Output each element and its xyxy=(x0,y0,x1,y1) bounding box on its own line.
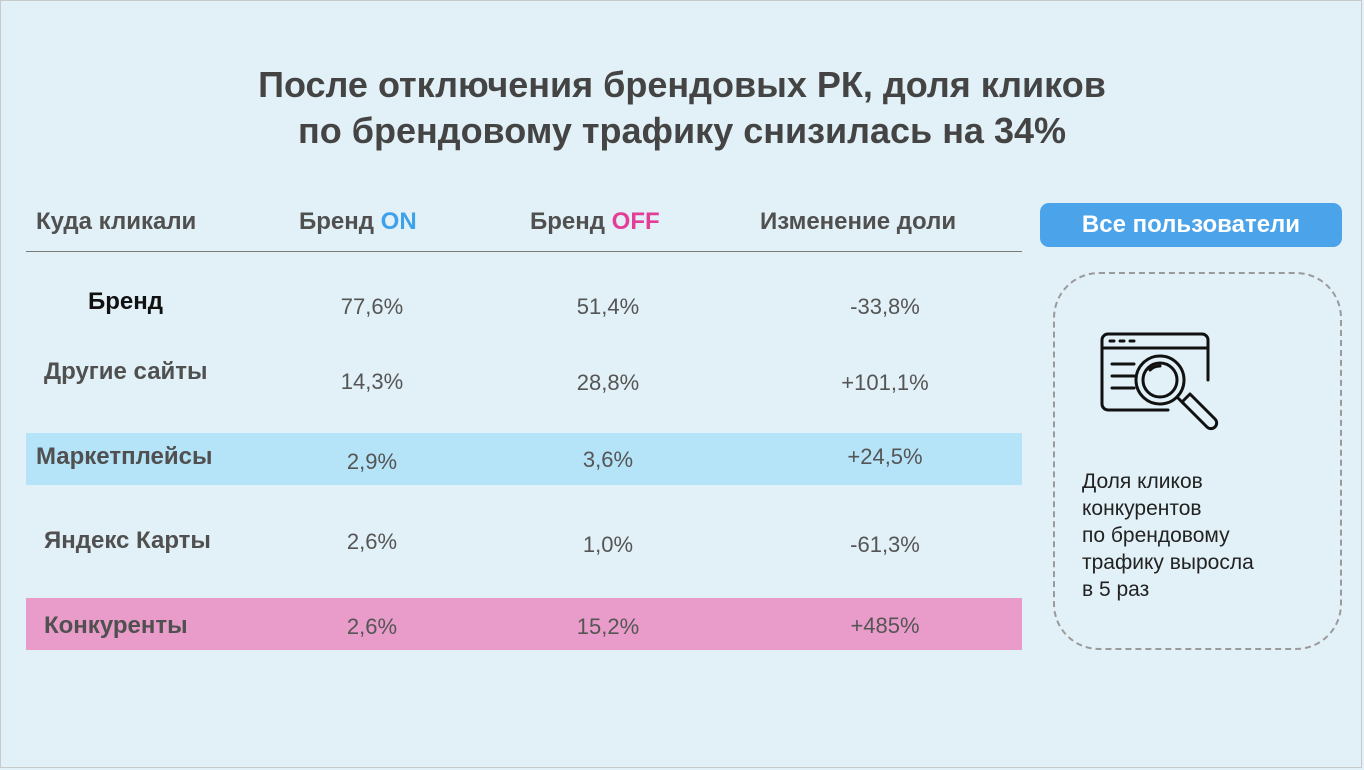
row-label-yandex-maps: Яндекс Карты xyxy=(44,527,211,554)
all-users-badge: Все пользователи xyxy=(1040,203,1342,247)
row-competitors-on: 2,6% xyxy=(346,614,398,639)
browser-search-icon xyxy=(1100,332,1219,431)
insight-line: конкурентов xyxy=(1082,497,1202,520)
row-other-sites-change: +101,1% xyxy=(841,370,929,395)
row-highlight-competitors xyxy=(26,598,1022,650)
row-label-brand: Бренд xyxy=(88,288,163,315)
row-marketplaces-off: 3,6% xyxy=(582,447,634,472)
row-brand-off: 51,4% xyxy=(576,294,640,319)
header-brand-off-prefix: Бренд xyxy=(530,208,612,235)
row-competitors-change: +485% xyxy=(850,613,920,638)
row-brand-change: -33,8% xyxy=(850,294,920,319)
row-brand-on: 77,6% xyxy=(340,294,404,319)
title-line-1: После отключения брендовых РК, доля клик… xyxy=(258,64,1106,105)
row-competitors-off: 15,2% xyxy=(576,614,640,639)
row-yandex-maps-change: -61,3% xyxy=(850,532,920,557)
row-yandex-maps-on: 2,6% xyxy=(346,529,398,554)
header-brand-on: Бренд ON xyxy=(299,205,417,239)
row-yandex-maps-off: 1,0% xyxy=(582,532,634,557)
header-brand-off: Бренд OFF xyxy=(530,205,660,239)
row-marketplaces-change: +24,5% xyxy=(847,444,923,469)
row-marketplaces-on: 2,9% xyxy=(346,449,398,474)
header-change: Изменение доли xyxy=(760,208,957,235)
header-off-word: OFF xyxy=(611,208,660,235)
insight-text: Доля кликов конкурентов по брендовому тр… xyxy=(1082,468,1322,603)
row-other-sites-off: 28,8% xyxy=(576,370,640,395)
row-label-other-sites: Другие сайты xyxy=(44,358,208,385)
insight-line: Доля кликов xyxy=(1082,470,1203,493)
row-label-competitors: Конкуренты xyxy=(44,612,188,639)
row-highlight-marketplaces xyxy=(26,433,1022,485)
slide-title: После отключения брендовых РК, доля клик… xyxy=(0,62,1364,154)
row-other-sites-on: 14,3% xyxy=(340,369,404,394)
insight-line: в 5 раз xyxy=(1082,578,1150,601)
header-where: Куда кликали xyxy=(36,208,197,235)
header-divider xyxy=(26,251,1022,252)
insight-card xyxy=(1053,272,1342,650)
title-line-2: по брендовому трафику снизилась на 34% xyxy=(297,110,1067,151)
header-on-word: ON xyxy=(380,208,417,235)
header-brand-on-prefix: Бренд xyxy=(299,208,381,235)
insight-line: по брендовому xyxy=(1082,524,1230,547)
row-label-marketplaces: Маркетплейсы xyxy=(36,443,213,470)
insight-line: трафику выросла xyxy=(1082,551,1254,574)
